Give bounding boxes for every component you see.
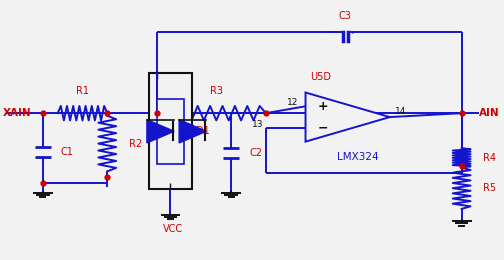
Text: C2: C2 xyxy=(249,148,262,158)
Text: AIN: AIN xyxy=(479,108,499,118)
Text: U5D: U5D xyxy=(310,72,332,82)
Text: C3: C3 xyxy=(339,11,352,21)
Bar xyxy=(149,73,192,190)
Text: XAIN: XAIN xyxy=(3,108,32,118)
Text: +: + xyxy=(318,100,329,113)
Text: −: − xyxy=(318,121,329,134)
Polygon shape xyxy=(147,120,174,143)
Polygon shape xyxy=(305,93,390,142)
Text: R1: R1 xyxy=(76,86,89,96)
Polygon shape xyxy=(179,120,207,143)
Bar xyxy=(157,99,184,164)
Text: 13: 13 xyxy=(252,120,264,128)
Text: D1: D1 xyxy=(197,126,210,136)
Text: R2: R2 xyxy=(129,139,142,148)
Text: C1: C1 xyxy=(60,147,74,157)
Text: 14: 14 xyxy=(395,107,406,116)
Text: VCC: VCC xyxy=(163,224,183,235)
Text: R3: R3 xyxy=(210,86,223,96)
Text: R5: R5 xyxy=(483,183,496,193)
Text: LMX324: LMX324 xyxy=(337,152,379,162)
Text: R4: R4 xyxy=(483,153,496,163)
Text: 12: 12 xyxy=(287,98,298,107)
